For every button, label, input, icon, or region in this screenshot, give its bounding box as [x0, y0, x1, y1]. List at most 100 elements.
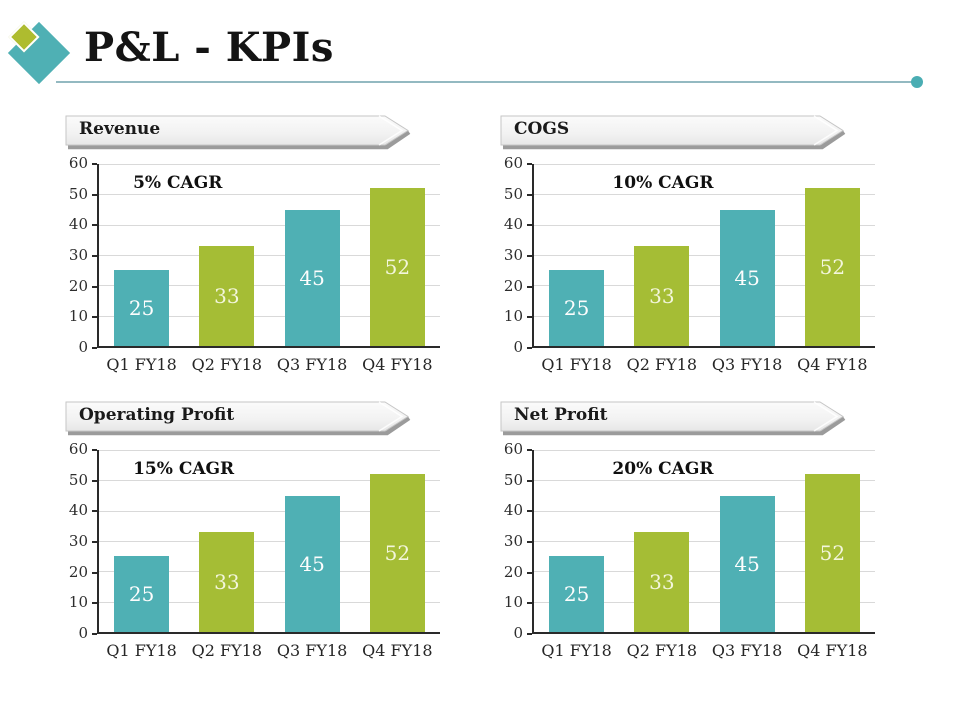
bar: 52	[804, 188, 860, 346]
banner-notch	[813, 401, 839, 432]
y-tick-mark	[527, 510, 532, 513]
y-tick-label: 20	[503, 276, 523, 295]
gridline	[99, 571, 440, 573]
y-axis: 0 10 20 30 40 50 60	[65, 156, 97, 355]
banner-arrow-shape	[65, 115, 411, 150]
bar-slot: 45	[705, 164, 790, 346]
cagr-annotation: 15% CAGR	[133, 459, 235, 479]
y-tick-label: 10	[503, 307, 523, 326]
y-tick-mark	[92, 479, 97, 482]
banner-shadow	[503, 130, 846, 150]
bar-slot: 45	[705, 450, 790, 632]
banner-body	[65, 401, 409, 432]
banner-arrow-shape	[500, 115, 846, 150]
bar: 25	[549, 556, 605, 632]
title-divider-line	[56, 76, 923, 88]
plot-area: 10% CAGR 25 33 45 52	[532, 164, 875, 348]
y-tick-mark	[527, 255, 532, 257]
chart-body: 0 10 20 30 40 50 60 15% CAGR 25 33 45 52	[65, 442, 440, 641]
bar-value-label: 45	[299, 265, 325, 290]
bar-slot: 52	[355, 450, 440, 632]
y-tick-label: 50	[503, 470, 523, 489]
x-axis-labels: Q1 FY18 Q2 FY18 Q3 FY18 Q4 FY18	[99, 641, 440, 660]
bar: 25	[114, 270, 170, 346]
y-tick-mark	[527, 633, 532, 635]
logo-diamonds	[0, 0, 80, 100]
x-tick-label: Q4 FY18	[797, 641, 868, 660]
bar-value-label: 25	[563, 296, 590, 321]
divider-dot	[911, 76, 923, 88]
y-tick-label: 0	[513, 338, 523, 357]
bar-slot: 45	[270, 164, 355, 346]
gridline	[99, 450, 440, 451]
gridline	[534, 450, 875, 451]
bar: 33	[199, 245, 255, 346]
gridline	[534, 194, 875, 196]
chart-title-banner: Operating Profit	[65, 400, 412, 436]
x-tick-label: Q4 FY18	[797, 355, 868, 374]
y-tick-mark	[527, 193, 532, 196]
bar-slot: 25	[534, 450, 619, 632]
x-tick-label: Q2 FY18	[191, 355, 263, 374]
charts-grid: Revenue 0 10 20 30 40 50 60 5% CAGR 25 33 45 52 Q…	[65, 114, 875, 660]
x-tick-label: Q3 FY18	[276, 641, 348, 660]
y-tick-label: 50	[68, 184, 88, 203]
bar-slot: 25	[99, 450, 184, 632]
banner-shadow	[68, 130, 411, 150]
banner-notch	[378, 401, 404, 432]
y-axis: 0 10 20 30 40 50 60	[500, 442, 532, 641]
bar-chart: 0 10 20 30 40 50 60 15% CAGR 25 33 45 52 Q1 FY18 Q…	[65, 442, 440, 660]
gridline	[99, 541, 440, 542]
plot-area: 15% CAGR 25 33 45 52	[97, 450, 440, 634]
gridline	[534, 510, 875, 512]
chart-panel-operating-profit: Operating Profit 0 10 20 30 40 50 60 15% CAGR …	[65, 400, 440, 660]
bar-chart: 0 10 20 30 40 50 60 20% CAGR 25 33 45 52 Q1 FY18 Q…	[500, 442, 875, 660]
banner-body	[65, 115, 409, 146]
bar-slot: 25	[99, 164, 184, 346]
chart-title-banner: Revenue	[65, 114, 412, 150]
y-tick-mark	[92, 193, 97, 196]
y-tick-label: 30	[68, 246, 88, 265]
bar-slot: 52	[790, 450, 875, 632]
y-axis: 0 10 20 30 40 50 60	[65, 442, 97, 641]
bar-slot: 25	[534, 164, 619, 346]
y-tick-label: 30	[503, 532, 523, 551]
y-tick-label: 60	[68, 154, 88, 173]
x-tick-label: Q4 FY18	[362, 641, 433, 660]
bar: 52	[369, 474, 425, 632]
gridline	[534, 480, 875, 482]
y-tick-mark	[527, 602, 532, 605]
gridline	[99, 285, 440, 287]
bar-value-label: 45	[299, 551, 325, 576]
banner-notch	[378, 115, 404, 146]
y-tick-label: 50	[503, 184, 523, 203]
chart-title: COGS	[514, 119, 570, 139]
bar-slot: 33	[619, 164, 704, 346]
chart-title: Net Profit	[514, 405, 608, 425]
gridline	[99, 480, 440, 482]
y-tick-mark	[92, 541, 97, 543]
gridline	[99, 194, 440, 196]
x-tick-label: Q1 FY18	[541, 641, 612, 660]
chart-title-banner: COGS	[500, 114, 847, 150]
bar: 52	[804, 474, 860, 632]
y-tick-mark	[92, 163, 97, 165]
bar: 33	[199, 531, 255, 632]
bars-container: 25 33 45 52	[534, 450, 875, 632]
y-tick-mark	[527, 224, 532, 227]
gridline	[99, 224, 440, 226]
bar: 52	[369, 188, 425, 346]
banner-arrow-shape	[65, 401, 411, 436]
bar: 45	[719, 495, 775, 632]
bar-value-label: 33	[214, 283, 240, 308]
gridline	[99, 510, 440, 512]
slide-title: P&L - KPIs	[84, 24, 334, 71]
plot-area: 5% CAGR 25 33 45 52	[97, 164, 440, 348]
bar-slot: 33	[619, 450, 704, 632]
y-tick-mark	[92, 255, 97, 257]
x-axis-labels: Q1 FY18 Q2 FY18 Q3 FY18 Q4 FY18	[99, 355, 440, 374]
y-tick-mark	[92, 510, 97, 513]
cagr-annotation: 5% CAGR	[133, 173, 223, 193]
bar-chart: 0 10 20 30 40 50 60 10% CAGR 25 33 45 52 Q1 FY18 Q…	[500, 156, 875, 374]
banner-shadow	[503, 416, 846, 436]
